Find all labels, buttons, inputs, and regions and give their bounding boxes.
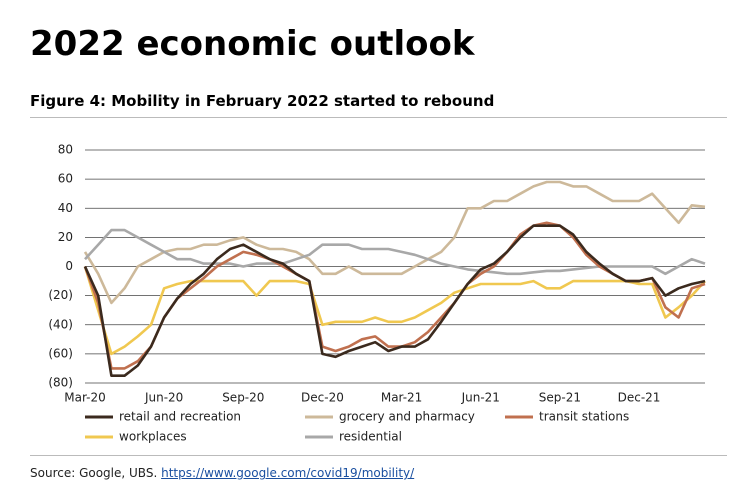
x-tick-label: Sep-20 [222, 391, 264, 405]
series-line [83, 266, 706, 356]
legend-label: retail and recreation [119, 410, 241, 424]
page-heading: 2022 economic outlook [30, 24, 475, 64]
legend-label: workplaces [119, 430, 187, 444]
y-tick-label: 0 [65, 259, 73, 273]
series-line [83, 180, 706, 305]
chart: (80) (60) (40) (20) 0 20 40 60 80 Mar-20 Jun-20 Sep… [48, 143, 706, 444]
source: Source: Google, UBS. https://www.google.… [30, 466, 414, 480]
x-tick-label: Jun-20 [144, 391, 183, 405]
y-tick-label: 40 [58, 201, 73, 215]
y-tick-label: 80 [58, 143, 73, 157]
y-tick-label: (60) [48, 346, 73, 360]
y-tick-label: (20) [48, 288, 73, 302]
legend-label: grocery and pharmacy [339, 410, 475, 424]
source-link[interactable]: https://www.google.com/covid19/mobility/ [161, 466, 415, 480]
legend-label: residential [339, 430, 402, 444]
rule [30, 117, 727, 118]
rule [30, 455, 727, 456]
y-tick-label: 20 [58, 230, 73, 244]
series-line [83, 221, 706, 370]
x-tick-label: Dec-20 [301, 391, 344, 405]
chart-title: Figure 4: Mobility in February 2022 star… [30, 92, 495, 110]
source-text: Source: Google, UBS. [30, 466, 158, 480]
y-tick-label: (40) [48, 317, 73, 331]
x-tick-label: Jun-21 [461, 391, 500, 405]
x-tick-label: Mar-20 [64, 391, 105, 405]
x-tick-label: Dec-21 [618, 391, 661, 405]
y-tick-label: (80) [48, 376, 73, 390]
y-tick-label: 60 [58, 172, 73, 186]
series-line [84, 228, 706, 276]
x-tick-label: Mar-21 [381, 391, 422, 405]
x-tick-label: Sep-21 [539, 391, 581, 405]
series-line [83, 224, 706, 377]
legend-label: transit stations [539, 410, 629, 424]
